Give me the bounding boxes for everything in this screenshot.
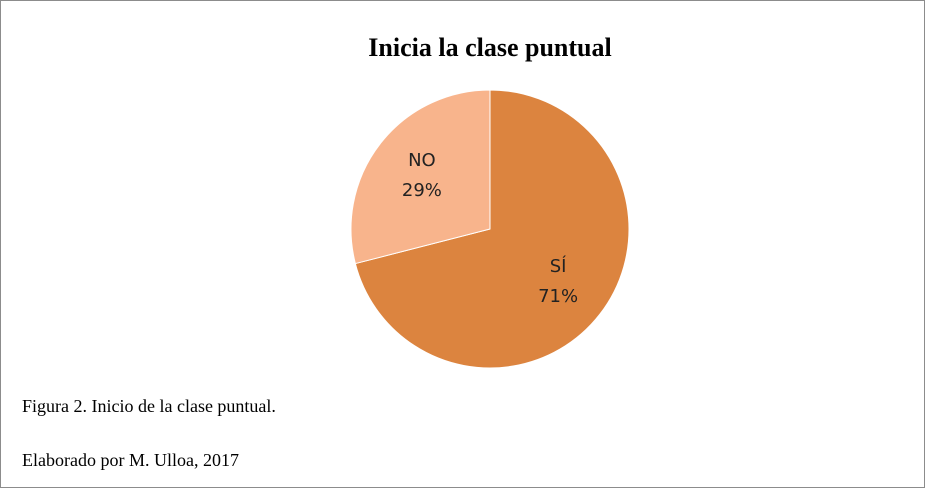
slice-category-label: SÍ xyxy=(550,255,567,277)
slice-value-label: 71% xyxy=(538,286,578,307)
caption: Figura 2. Inicio de la clase puntual. xyxy=(22,396,276,416)
slice-category-label: NO xyxy=(408,150,436,171)
slice-value-label: 29% xyxy=(402,180,442,201)
pie-slice xyxy=(350,89,491,265)
credit: Elaborado por M. Ulloa, 2017 xyxy=(22,450,239,470)
pie-slice xyxy=(354,89,630,369)
chart-title: Inicia la clase puntual xyxy=(368,33,611,62)
